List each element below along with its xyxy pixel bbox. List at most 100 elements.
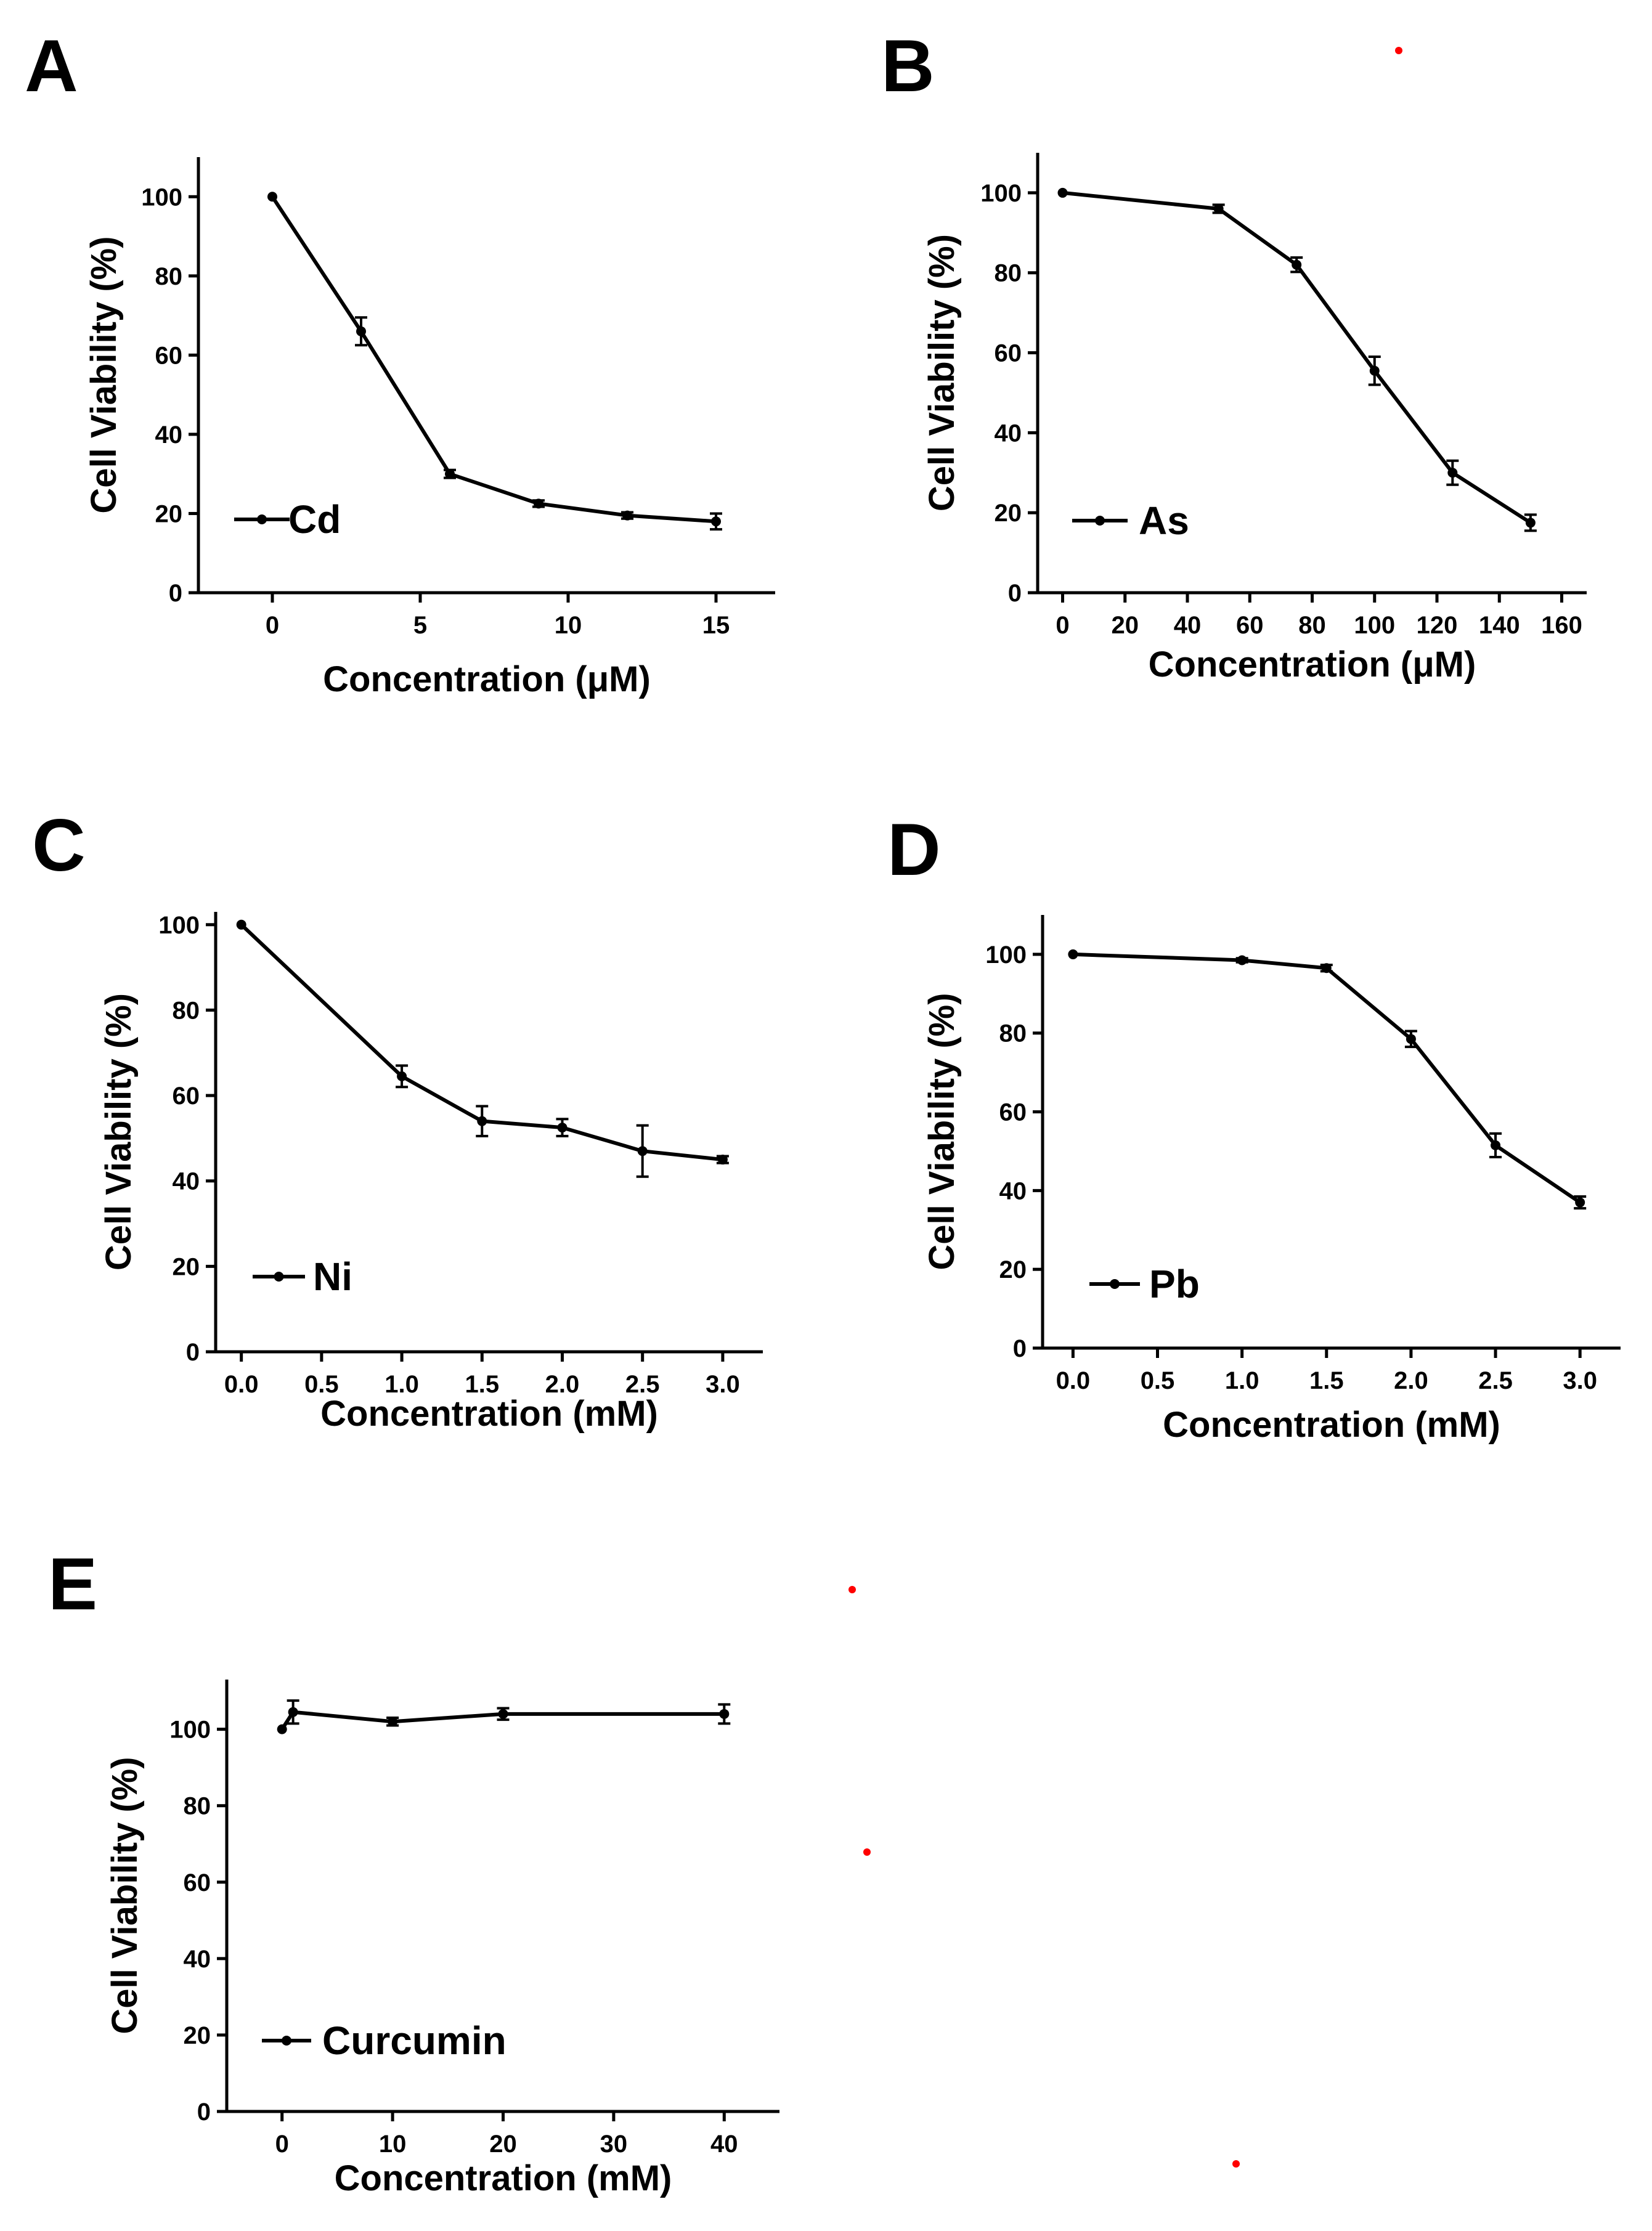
x-tick-label: 0.5 bbox=[304, 1371, 339, 1398]
legend-marker bbox=[274, 1272, 284, 1282]
legend-label: Cd bbox=[288, 497, 341, 542]
panel-c: C 0 20 40 60 80 100 0.0 0.5 1.0 1.5 2.0 2.5 3.0 Concen… bbox=[32, 804, 763, 1434]
y-axis-title: Cell Viability (%) bbox=[84, 236, 124, 513]
panel-letter: A bbox=[25, 25, 78, 107]
x-tick-label: 1.0 bbox=[385, 1371, 419, 1398]
data-point bbox=[1491, 1140, 1501, 1150]
stray-dots bbox=[848, 47, 1402, 2168]
x-tick-label: 3.0 bbox=[706, 1371, 740, 1398]
data-point bbox=[1575, 1197, 1585, 1208]
legend-marker bbox=[282, 2036, 291, 2046]
stray-red-dot bbox=[1395, 47, 1402, 54]
data-point bbox=[388, 1717, 398, 1727]
x-tick-label: 40 bbox=[1174, 612, 1202, 639]
y-tick-label: 80 bbox=[184, 1793, 211, 1820]
panel-letter: B bbox=[881, 25, 935, 107]
panel-b: B 0 20 40 60 80 100 0 20 40 60 80 100 120 140 160 Concen… bbox=[881, 25, 1587, 685]
panel-d: D 0 20 40 60 80 100 0.0 0.5 1.0 1.5 2.0 2.5 3.0 Concen… bbox=[887, 808, 1621, 1445]
y-tick-label: 80 bbox=[155, 263, 183, 290]
data-point bbox=[711, 516, 721, 527]
x-tick-label: 1.0 bbox=[1225, 1367, 1259, 1394]
data-point bbox=[1406, 1034, 1416, 1044]
x-tick-label: 2.5 bbox=[1478, 1367, 1513, 1394]
data-point bbox=[1321, 963, 1332, 973]
x-axis-title: Concentration (μM) bbox=[1149, 644, 1476, 685]
x-tick-label: 0 bbox=[275, 2131, 289, 2158]
y-tick-label: 100 bbox=[985, 941, 1027, 969]
x-tick-label: 100 bbox=[1354, 612, 1395, 639]
data-point bbox=[1369, 365, 1380, 376]
data-point bbox=[622, 510, 632, 521]
y-tick-label: 100 bbox=[980, 180, 1022, 207]
data-point bbox=[477, 1116, 487, 1126]
y-tick-label: 20 bbox=[995, 500, 1022, 527]
legend-marker bbox=[1110, 1279, 1120, 1289]
x-tick-label: 2.0 bbox=[545, 1371, 580, 1398]
y-tick-label: 40 bbox=[173, 1168, 200, 1195]
x-tick-label: 20 bbox=[489, 2131, 517, 2158]
y-tick-label: 0 bbox=[1008, 580, 1022, 607]
x-tick-label: 0.5 bbox=[1141, 1367, 1175, 1394]
data-point bbox=[445, 469, 455, 479]
data-point bbox=[1068, 949, 1078, 959]
data-point bbox=[277, 1724, 287, 1734]
legend-label: Ni bbox=[313, 1254, 352, 1299]
data-point bbox=[557, 1123, 568, 1133]
data-point bbox=[267, 192, 277, 202]
data-point bbox=[717, 1155, 728, 1165]
data-point bbox=[236, 919, 246, 930]
y-tick-label: 20 bbox=[155, 500, 183, 527]
legend-label: As bbox=[1139, 498, 1189, 543]
x-tick-label: 120 bbox=[1417, 612, 1458, 639]
data-point bbox=[1057, 187, 1068, 198]
y-tick-label: 100 bbox=[158, 912, 200, 939]
x-axis-title: Concentration (mM) bbox=[335, 2158, 672, 2198]
x-tick-label: 10 bbox=[379, 2131, 407, 2158]
y-axis-title: Cell Viability (%) bbox=[105, 1757, 145, 2034]
y-tick-label: 20 bbox=[173, 1253, 200, 1280]
x-axis-title: Concentration (mM) bbox=[320, 1394, 658, 1434]
data-point bbox=[1237, 955, 1247, 965]
x-tick-label: 140 bbox=[1479, 612, 1520, 639]
x-tick-label: 160 bbox=[1541, 612, 1582, 639]
y-tick-label: 40 bbox=[995, 420, 1022, 447]
y-tick-label: 0 bbox=[197, 2099, 211, 2126]
x-tick-label: 20 bbox=[1112, 612, 1139, 639]
y-tick-label: 80 bbox=[999, 1020, 1027, 1047]
y-tick-label: 80 bbox=[173, 997, 200, 1024]
x-tick-label: 0.0 bbox=[224, 1371, 259, 1398]
y-tick-label: 0 bbox=[1013, 1335, 1027, 1362]
panel-letter: D bbox=[887, 808, 941, 891]
y-tick-label: 0 bbox=[186, 1339, 200, 1366]
x-tick-label: 2.0 bbox=[1394, 1367, 1428, 1394]
data-point bbox=[1525, 518, 1536, 528]
x-tick-label: 3.0 bbox=[1563, 1367, 1597, 1394]
x-tick-label: 5 bbox=[413, 612, 427, 639]
x-axis-title: Concentration (mM) bbox=[1163, 1405, 1500, 1445]
legend-label: Pb bbox=[1149, 1262, 1200, 1306]
x-axis-title: Concentration (μM) bbox=[323, 659, 651, 699]
x-tick-label: 1.5 bbox=[1309, 1367, 1344, 1394]
y-tick-label: 60 bbox=[173, 1083, 200, 1110]
data-point bbox=[1213, 203, 1224, 214]
data-point bbox=[719, 1709, 730, 1719]
legend-marker bbox=[257, 514, 267, 524]
data-point bbox=[637, 1146, 648, 1156]
x-tick-label: 80 bbox=[1298, 612, 1326, 639]
y-tick-label: 60 bbox=[155, 342, 183, 369]
x-tick-label: 30 bbox=[600, 2131, 628, 2158]
data-point bbox=[356, 326, 366, 336]
data-point bbox=[534, 498, 543, 509]
panel-e: E 0 20 40 60 80 100 0 10 20 30 40 Concentration (mM)… bbox=[48, 1543, 779, 2198]
y-tick-label: 80 bbox=[995, 260, 1022, 287]
y-tick-label: 40 bbox=[999, 1177, 1027, 1205]
x-tick-label: 0 bbox=[266, 612, 279, 639]
data-point bbox=[1447, 468, 1458, 478]
series-line-ni bbox=[240, 923, 723, 1162]
y-axis-title: Cell Viability (%) bbox=[922, 993, 962, 1270]
y-tick-label: 100 bbox=[169, 1717, 211, 1744]
series-line-cd bbox=[271, 195, 717, 524]
